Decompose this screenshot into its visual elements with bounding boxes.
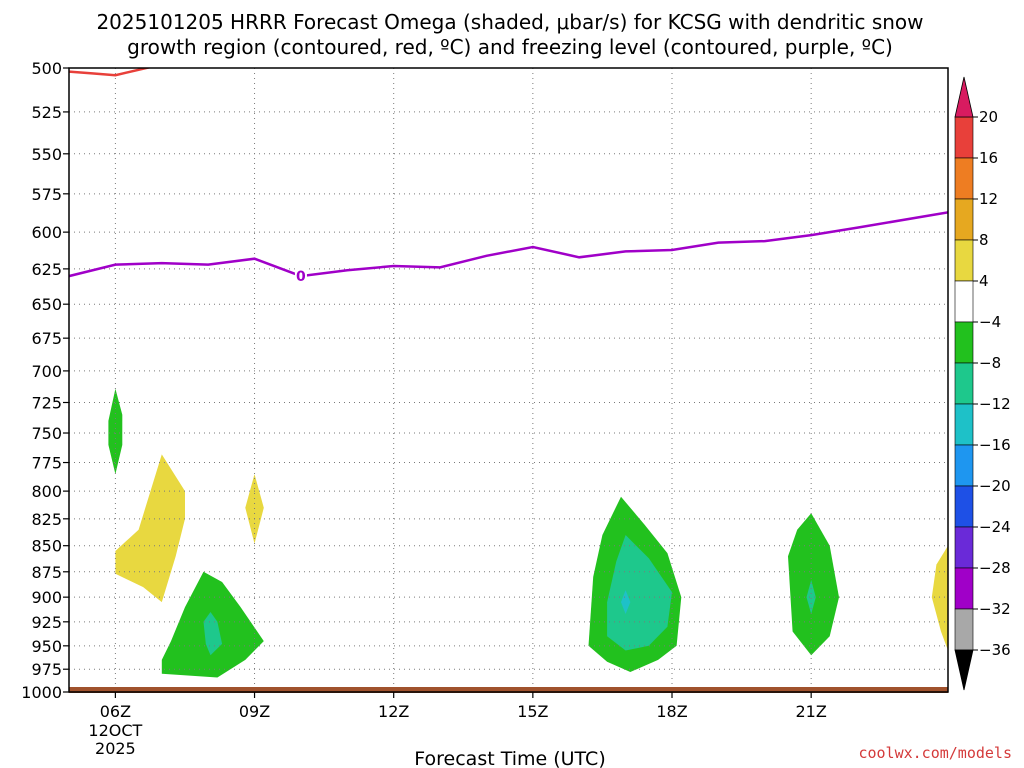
y-tick-label-675: 675	[31, 329, 62, 348]
colorbar-label-20: 20	[979, 108, 998, 126]
shaded-region-lift-2330-yellow	[931, 545, 948, 651]
colorbar-segment-16	[954, 157, 974, 200]
y-tick-label-900: 900	[31, 588, 62, 607]
ground-surface	[69, 687, 948, 693]
colorbar-segment--24	[954, 526, 974, 569]
plot-area: 0 500 525 550 575 600 625 650 675 700 725 750 775 80…	[21, 59, 949, 758]
colorbar-label--28: −28	[979, 559, 1011, 577]
y-tick-label-850: 850	[31, 537, 62, 556]
x-tick-label-12Z: 12Z	[378, 702, 409, 721]
colorbar-label--8: −8	[979, 354, 1001, 372]
colorbar-segment--20	[954, 485, 974, 528]
y-tick-label-1000: 1000	[21, 683, 62, 702]
x-tick-label-15Z: 15Z	[517, 702, 548, 721]
colorbar-segment-8	[954, 239, 974, 282]
shaded-region-lift-1700-cyan	[621, 590, 631, 614]
y-tick-label-600: 600	[31, 223, 62, 242]
colorbar-segment--16	[954, 444, 974, 487]
colorbar-label-16: 16	[979, 149, 998, 167]
colorbar-segment--28	[954, 567, 974, 610]
freezing-level-label: 0	[296, 269, 306, 285]
dgz-contour-1	[69, 68, 152, 77]
shaded-region-lift-2100-teal	[806, 580, 816, 614]
colorbar-label-12: 12	[979, 190, 998, 208]
y-tick-label-725: 725	[31, 393, 62, 412]
shaded-region-lift-0800-teal	[203, 612, 223, 656]
colorbar: 20 16 12 8 4 −4 −8 −12 −16 −20 −24 −28 −32 −36	[954, 76, 1011, 691]
y-tick-label-750: 750	[31, 424, 62, 443]
plot-frame	[68, 67, 949, 693]
colorbar-segment-4	[954, 280, 974, 323]
colorbar-overflow-top	[954, 76, 974, 118]
y-tick-label-575: 575	[31, 185, 62, 204]
freezing-level-label-bg	[294, 267, 307, 284]
x-tick-label-18Z: 18Z	[656, 702, 687, 721]
y-tick-label-700: 700	[31, 362, 62, 381]
colorbar-label-8: 8	[979, 231, 989, 249]
y-tick-label-825: 825	[31, 510, 62, 529]
colorbar-segment--12	[954, 403, 974, 446]
colorbar-label-4: 4	[979, 272, 989, 290]
y-axis: 500 525 550 575 600 625 650 675 700 725 750 775 800 8…	[21, 59, 69, 702]
x-tick-date: 12OCT	[88, 721, 142, 740]
x-tick-label-06Z: 06Z	[100, 702, 131, 721]
y-tick-label-875: 875	[31, 563, 62, 582]
shaded-region-lift-0605-green	[108, 388, 123, 475]
shaded-region-lift-1700-teal	[607, 535, 672, 651]
y-tick-label-500: 500	[31, 59, 62, 78]
grid-lines	[69, 68, 948, 692]
y-tick-label-550: 550	[31, 145, 62, 164]
colorbar-segment--32	[954, 608, 974, 651]
colorbar-segment--8	[954, 362, 974, 405]
colorbar-label--16: −16	[979, 436, 1011, 454]
colorbar-label--12: −12	[979, 395, 1011, 413]
freezing-level-line	[69, 211, 948, 278]
x-tick-label-21Z: 21Z	[795, 702, 826, 721]
y-tick-label-650: 650	[31, 295, 62, 314]
colorbar-label--4: −4	[979, 313, 1001, 331]
y-tick-label-975: 975	[31, 660, 62, 679]
x-tick-label-09Z: 09Z	[239, 702, 270, 721]
shaded-region-lift-0700-yellow	[115, 454, 185, 603]
y-tick-label-525: 525	[31, 103, 62, 122]
y-tick-label-625: 625	[31, 260, 62, 279]
y-tick-label-925: 925	[31, 613, 62, 632]
y-tick-label-950: 950	[31, 637, 62, 656]
source-credit: coolwx.com/models	[858, 744, 1012, 762]
x-tick-year: 2025	[95, 739, 136, 758]
colorbar-segment--4	[954, 321, 974, 364]
colorbar-label--24: −24	[979, 518, 1011, 536]
chart-title-line-1: 2025101205 HRRR Forecast Omega (shaded, …	[96, 10, 923, 34]
y-tick-label-775: 775	[31, 454, 62, 473]
omega-shading	[108, 388, 948, 678]
colorbar-overflow-bottom	[954, 649, 974, 691]
colorbar-label--32: −32	[979, 600, 1011, 618]
x-axis-title: Forecast Time (UTC)	[414, 748, 605, 768]
colorbar-label--20: −20	[979, 477, 1011, 495]
colorbar-segment-12	[954, 198, 974, 241]
contour-lines: 0	[69, 59, 948, 285]
y-tick-label-800: 800	[31, 482, 62, 501]
colorbar-label--36: −36	[979, 641, 1011, 659]
colorbar-segment-20	[954, 116, 974, 159]
chart-title-line-2: growth region (contoured, red, ºC) and f…	[127, 35, 893, 59]
shaded-region-lift-2100-green	[788, 513, 839, 656]
dgz-contour-2	[236, 59, 273, 64]
